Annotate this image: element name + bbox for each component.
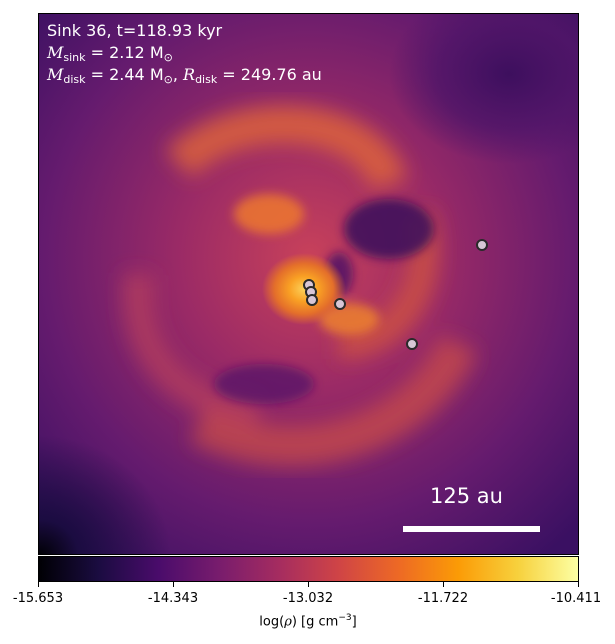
disk-radius-subscript: disk	[195, 73, 218, 86]
colorbar-title-symbol: ρ	[284, 614, 292, 630]
disk-line: Mdisk = 2.44 M⊙, Rdisk = 249.76 au	[47, 64, 322, 90]
colorbar-tick-label: -14.343	[147, 591, 199, 606]
sink-markers	[303, 239, 488, 350]
colorbar-title-suffix: ) [g cm	[291, 614, 339, 630]
sink-marker	[306, 294, 318, 306]
colorbar-tick	[38, 582, 39, 587]
colorbar-tick-label: -15.653	[12, 591, 64, 606]
sink-mass-value: = 2.12 M	[85, 43, 164, 62]
colorbar-tick-label: -10.411	[550, 591, 602, 606]
sink-marker	[406, 338, 418, 350]
sink-marker	[476, 239, 488, 251]
density-map	[39, 14, 578, 554]
sink-mass-subscript: sink	[63, 51, 86, 64]
colorbar-tick	[173, 582, 174, 587]
colorbar-tick-label: -13.032	[282, 591, 334, 606]
colorbar-title-exponent: −3	[338, 613, 352, 623]
sink-mass-unit-subscript: ⊙	[163, 51, 173, 64]
colorbar-tick	[308, 582, 309, 587]
colorbar-tick	[443, 582, 444, 587]
scalebar	[403, 526, 540, 532]
disk-radius-value: = 249.76 au	[217, 65, 322, 84]
disk-mass-symbol: M	[47, 65, 64, 84]
disk-mass-subscript: disk	[63, 73, 86, 86]
sink-mass-line: Msink = 2.12 M⊙	[47, 42, 173, 68]
sink-marker	[334, 298, 346, 310]
disk-radius-symbol: R	[183, 65, 196, 84]
colorbar-title-prefix: log(	[259, 614, 285, 630]
title-line: Sink 36, t=118.93 kyr	[47, 20, 222, 41]
disk-mass-unit-subscript: ⊙	[163, 73, 173, 86]
colorbar-title: log(ρ) [g cm−3]	[259, 613, 356, 629]
colorbar	[38, 556, 579, 582]
disk-mass-value: = 2.44 M	[85, 65, 164, 84]
title-text: Sink 36, t=118.93 kyr	[47, 21, 223, 40]
colorbar-title-end: ]	[351, 614, 357, 630]
colorbar-tick-label: -11.722	[417, 591, 469, 606]
sink-mass-symbol: M	[47, 43, 64, 62]
disk-separator: ,	[172, 65, 184, 84]
scalebar-label: 125 au	[430, 484, 503, 508]
density-map-panel	[38, 13, 579, 555]
colorbar-tick	[578, 582, 579, 587]
